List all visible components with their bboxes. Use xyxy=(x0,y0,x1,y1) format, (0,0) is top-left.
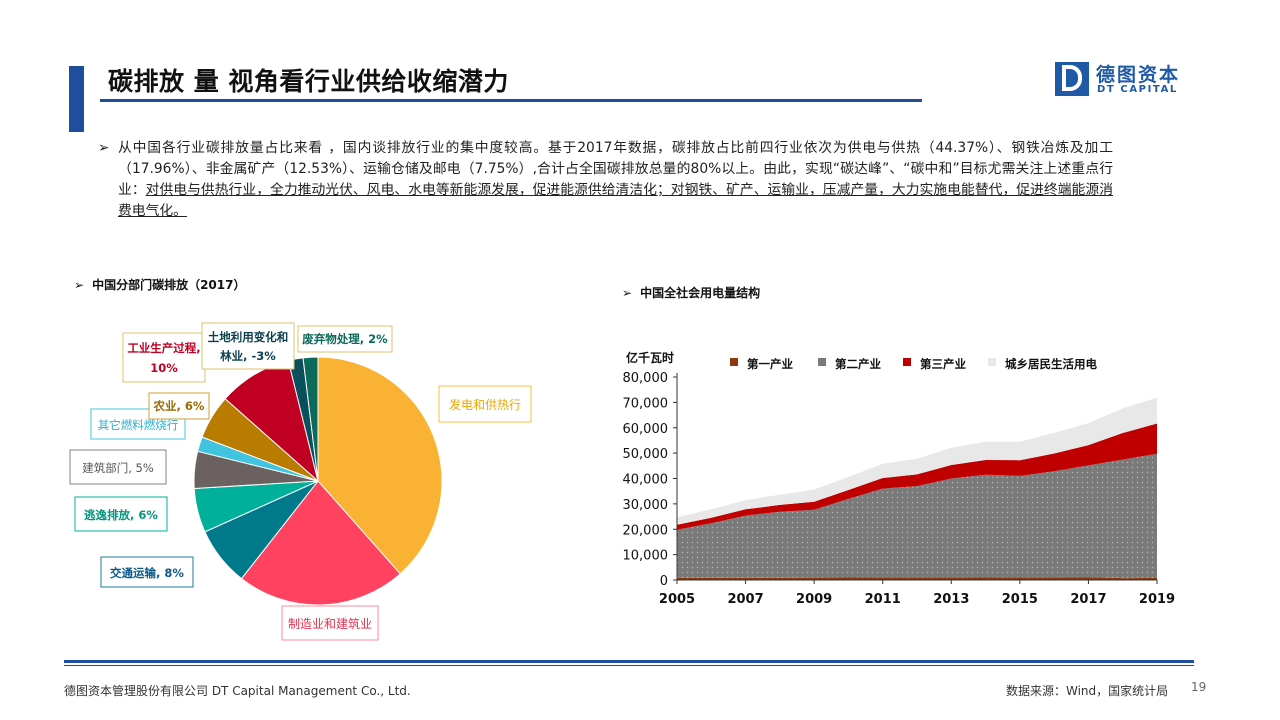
x-tick-label: 2019 xyxy=(1139,592,1175,607)
area-y-axis: 0 10,000 20,000 30,000 40,000 50,000 60,000 70,… xyxy=(623,371,678,589)
area-ylabel: 亿千瓦时 xyxy=(626,350,674,365)
summary-bullet: ➢ 从中国各行业碳排放量占比来看 ，国内谈排放行业的集中度较高。基于2017年数… xyxy=(98,138,1113,222)
pie-label-other-fuel-text: 其它燃料燃烧行 xyxy=(98,418,179,432)
pie-chart: 发电和供热行 制造业和建筑业 交通运输, 8% 逃逸排放, 6% 建筑部门, 5… xyxy=(69,322,532,641)
area-series-3 xyxy=(677,397,1157,525)
y-tick-label: 60,000 xyxy=(623,422,669,437)
pie-slice-9 xyxy=(302,356,319,482)
pie-chart-title: ➢ 中国分部门碳排放（2017） xyxy=(74,276,245,293)
bullet-arrow-icon: ➢ xyxy=(622,286,633,300)
area-legend: 第一产业 第二产业 第三产业 城乡居民生活用电 xyxy=(730,357,1097,371)
summary-text: 从中国各行业碳排放量占比来看 ，国内谈排放行业的集中度较高。基于2017年数据，… xyxy=(118,138,1113,222)
area-layers xyxy=(677,397,1157,580)
footer-company: 德图资本管理股份有限公司 DT Capital Management Co., … xyxy=(64,684,411,698)
y-tick-label: 80,000 xyxy=(623,371,669,386)
page-title: 碳排放 量 视角看行业供给收缩潜力 xyxy=(108,67,509,96)
y-tick-label: 0 xyxy=(660,574,668,589)
footer-divider-thin xyxy=(64,665,1194,666)
legend-label-3: 城乡居民生活用电 xyxy=(1005,357,1097,371)
pie-label-transport-text: 交通运输, 8% xyxy=(110,566,184,580)
legend-label-1: 第二产业 xyxy=(835,357,881,371)
logo-mark-icon xyxy=(1055,62,1089,96)
pie-label-land-use-text: 土地利用变化和林业, -3% xyxy=(208,330,289,363)
x-tick-label: 2017 xyxy=(1070,592,1106,607)
footer-source: 数据来源：Wind，国家统计局 xyxy=(1006,684,1169,698)
pie-label-industrial-process: 工业生产过程, 10% xyxy=(122,332,206,383)
pie-label-building: 建筑部门, 5% xyxy=(69,449,167,485)
y-tick-label: 10,000 xyxy=(623,549,669,564)
pie-slice-0 xyxy=(317,356,443,575)
area-series-0 xyxy=(677,577,1157,580)
pie-label-power: 发电和供热行 xyxy=(438,385,532,423)
pie-label-waste-text: 废弃物处理, 2% xyxy=(302,332,388,346)
y-tick-label: 50,000 xyxy=(623,447,669,462)
y-tick-label: 30,000 xyxy=(623,498,669,513)
pie-label-manufacturing: 制造业和建筑业 xyxy=(281,605,379,641)
pie-slices xyxy=(193,356,443,606)
summary-text-plain: 从中国各行业碳排放量占比来看 ，国内谈排放行业的集中度较高。基于2017年数据，… xyxy=(118,140,1113,198)
pie-label-fugitive: 逃逸排放, 6% xyxy=(74,496,168,532)
page-number: 19 xyxy=(1191,680,1207,694)
legend-swatch-1 xyxy=(818,358,826,366)
bullet-arrow-icon: ➢ xyxy=(98,140,110,156)
pie-label-agriculture: 农业, 6% xyxy=(148,392,210,420)
x-tick-label: 2013 xyxy=(933,592,969,607)
summary-text-underlined: 对供电与供热行业，全力推动光伏、风电、水电等新能源发展，促进能源供给清洁化；对钢… xyxy=(118,182,1113,219)
x-tick-label: 2005 xyxy=(659,592,695,607)
x-tick-label: 2007 xyxy=(727,592,763,607)
area-chart-title-text: 中国全社会用电量结构 xyxy=(640,286,761,300)
area-chart: 亿千瓦时 第一产业 第二产业 第三产业 城乡居民生活用电 0 10,000 20,000 3… xyxy=(623,350,1176,607)
legend-swatch-2 xyxy=(903,358,911,366)
area-x-axis: 2005 2007 2009 2011 2013 2015 2017 2019 xyxy=(659,579,1175,607)
legend-swatch-3 xyxy=(988,358,996,366)
company-logo: 德图资本 DT CAPITAL xyxy=(1055,62,1185,98)
legend-swatch-0 xyxy=(730,358,738,366)
y-tick-label: 40,000 xyxy=(623,473,669,488)
area-chart-title: ➢ 中国全社会用电量结构 xyxy=(622,284,760,301)
pie-label-land-use: 土地利用变化和林业, -3% xyxy=(201,322,295,370)
pie-slice-1 xyxy=(240,480,401,606)
pie-label-building-text: 建筑部门, 5% xyxy=(82,461,154,475)
pie-label-waste: 废弃物处理, 2% xyxy=(297,325,393,353)
title-accent-bar xyxy=(69,66,84,132)
x-tick-label: 2011 xyxy=(865,592,901,607)
pie-label-power-text: 发电和供热行 xyxy=(449,397,521,412)
logo-english-name: DT CAPITAL xyxy=(1097,84,1178,95)
footer-divider xyxy=(64,660,1194,663)
pie-label-transport: 交通运输, 8% xyxy=(100,556,194,588)
pie-label-manufacturing-text: 制造业和建筑业 xyxy=(288,616,372,631)
bullet-arrow-icon: ➢ xyxy=(74,278,85,292)
pie-label-agriculture-text: 农业, 6% xyxy=(153,399,205,413)
legend-label-2: 第三产业 xyxy=(920,357,966,371)
pie-chart-title-text: 中国分部门碳排放（2017） xyxy=(92,278,246,292)
pie-label-industrial-process-text: 工业生产过程, 10% xyxy=(127,341,200,375)
x-tick-label: 2015 xyxy=(1002,592,1038,607)
area-series-1 xyxy=(677,453,1157,579)
pie-label-fugitive-text: 逃逸排放, 6% xyxy=(84,508,158,522)
legend-label-0: 第一产业 xyxy=(747,357,793,371)
y-tick-label: 20,000 xyxy=(623,523,669,538)
area-series-2 xyxy=(677,423,1157,530)
y-tick-label: 70,000 xyxy=(623,396,669,411)
title-underline xyxy=(100,99,922,102)
logo-chinese-name: 德图资本 xyxy=(1096,64,1181,86)
x-tick-label: 2009 xyxy=(796,592,832,607)
